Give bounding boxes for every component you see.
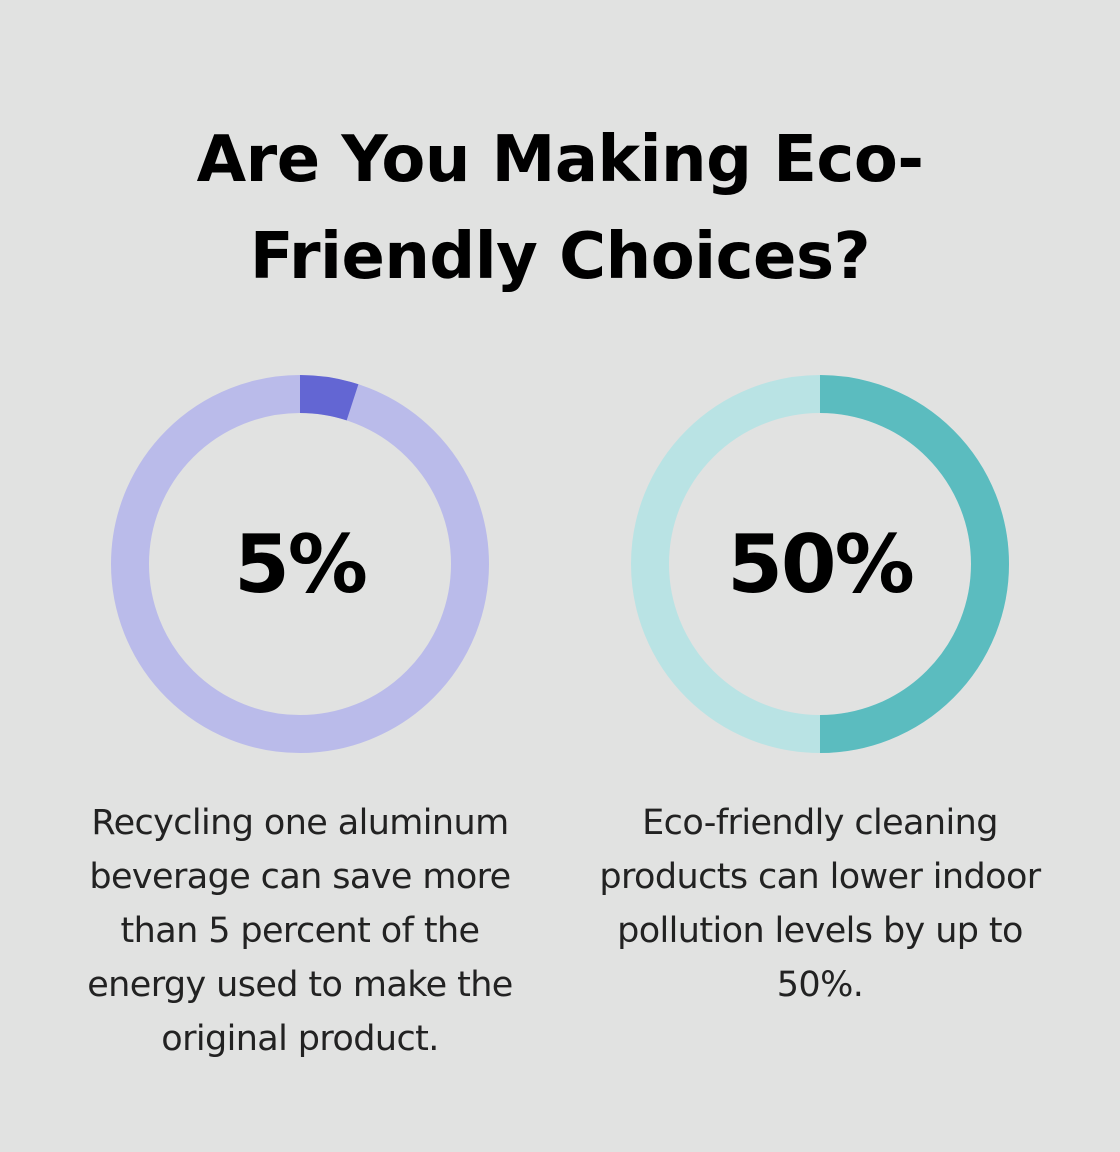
page-title: Are You Making Eco-Friendly Choices?	[196, 123, 924, 294]
stat-card-recycling: 5% Recycling one aluminum beverage can s…	[40, 374, 560, 1066]
donut-slice	[819, 375, 1009, 753]
donut-svg	[631, 375, 1009, 753]
donut-svg	[111, 375, 489, 753]
stat-caption: Eco-friendly cleaning products can lower…	[599, 803, 1041, 1005]
donut-value-label: 5%	[234, 517, 368, 611]
donut-chart: 5%	[110, 374, 490, 754]
stat-card-cleaning: 50% Eco-friendly cleaning products can l…	[560, 374, 1080, 1012]
donut-chart: 50%	[630, 374, 1010, 754]
donut-slice	[299, 375, 359, 421]
stat-caption: Recycling one aluminum beverage can save…	[87, 803, 513, 1059]
donut-value-label: 50%	[727, 517, 914, 611]
